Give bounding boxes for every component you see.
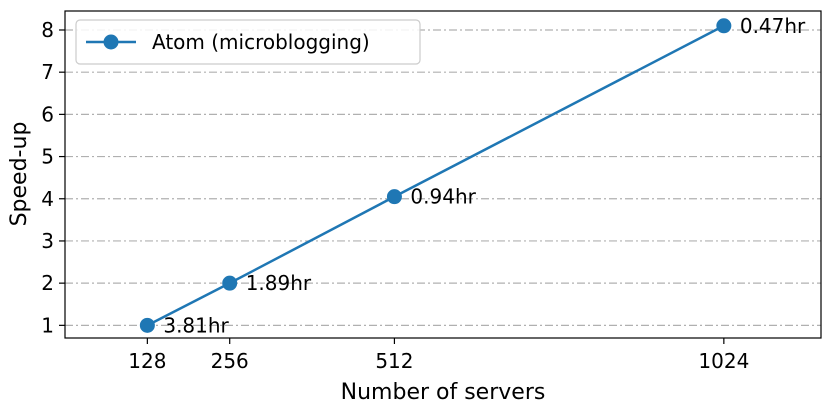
data-point bbox=[386, 189, 402, 205]
y-axis-ticks: 1 2 3 4 5 6 7 8 bbox=[41, 18, 65, 337]
y-tick-label: 8 bbox=[41, 18, 54, 42]
y-tick-label: 6 bbox=[41, 102, 54, 126]
legend-box bbox=[75, 19, 421, 65]
plot-frame bbox=[64, 10, 822, 339]
y-tick-label: 5 bbox=[41, 145, 54, 169]
y-axis-label: Speed-up bbox=[7, 122, 32, 227]
y-tick-label: 4 bbox=[41, 187, 54, 211]
x-axis-ticks: 128 256 512 1024 bbox=[128, 338, 749, 373]
data-label: 0.47hr bbox=[740, 14, 806, 38]
x-tick-label: 256 bbox=[211, 349, 249, 373]
legend-entry-label: Atom (microblogging) bbox=[152, 30, 370, 54]
y-tick-label: 2 bbox=[41, 271, 54, 295]
data-label: 1.89hr bbox=[246, 271, 312, 295]
x-tick-label: 512 bbox=[375, 349, 413, 373]
y-tick-label: 3 bbox=[41, 229, 54, 253]
x-tick-label: 1024 bbox=[698, 349, 749, 373]
legend-marker-swatch bbox=[103, 34, 119, 50]
x-axis-label: Number of servers bbox=[341, 380, 546, 405]
y-tick-label: 1 bbox=[41, 313, 54, 337]
data-point bbox=[716, 18, 732, 34]
data-label: 0.94hr bbox=[410, 185, 476, 209]
data-point bbox=[222, 275, 238, 291]
legend: Atom (microblogging) bbox=[75, 19, 421, 65]
data-point bbox=[139, 317, 155, 333]
data-label: 3.81hr bbox=[163, 313, 229, 337]
y-tick-label: 7 bbox=[41, 60, 54, 84]
x-tick-label: 128 bbox=[128, 349, 166, 373]
series-line bbox=[146, 24, 725, 327]
grid-lines bbox=[65, 29, 821, 326]
series-layer: 3.81hr 1.89hr 0.94hr 0.47hr bbox=[139, 14, 806, 337]
